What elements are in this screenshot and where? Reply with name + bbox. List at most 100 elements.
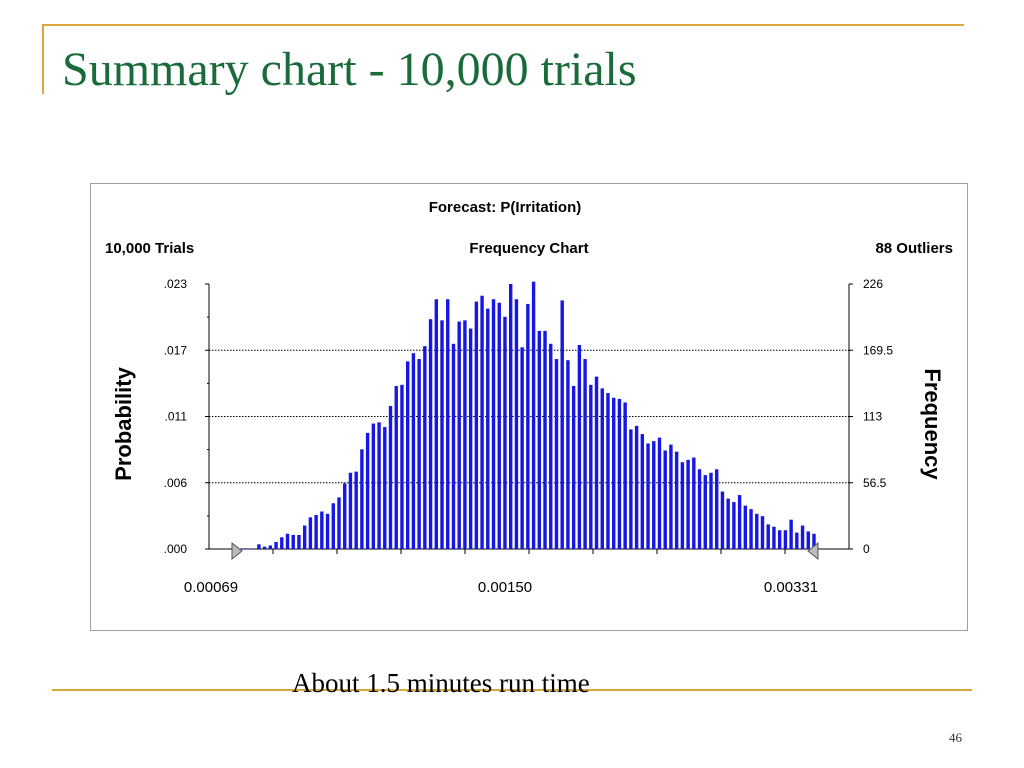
histogram-bar <box>566 360 570 549</box>
histogram-bar <box>583 359 587 549</box>
histogram-bar <box>423 346 427 549</box>
histogram-bar <box>280 537 284 549</box>
histogram-bar <box>795 532 799 549</box>
frequency-chart: Forecast: P(Irritation) 10,000 Trials Fr… <box>105 199 953 596</box>
histogram-bar <box>428 319 433 549</box>
histogram-bar <box>503 316 507 549</box>
slide-caption: About 1.5 minutes run time <box>292 668 590 698</box>
histogram-bar <box>491 299 496 549</box>
histogram-bar <box>337 497 341 549</box>
histogram-bar <box>446 299 450 549</box>
histogram-bar <box>669 444 673 549</box>
page-number: 46 <box>949 730 962 745</box>
chart-left-note: 10,000 Trials <box>105 240 194 257</box>
histogram-bar <box>777 530 782 549</box>
histogram-bar <box>514 299 519 549</box>
slide-title: Summary chart - 10,000 trials <box>62 43 637 96</box>
histogram-bar <box>766 524 770 549</box>
histogram-bar <box>571 386 576 549</box>
histogram-bar <box>560 300 564 549</box>
histogram-bar <box>697 469 702 549</box>
chart-subtitle: Frequency Chart <box>469 240 588 257</box>
histogram-bar <box>325 513 330 549</box>
histogram-bar <box>434 299 438 549</box>
histogram-bar <box>520 347 524 549</box>
histogram-bar <box>743 505 748 549</box>
histogram-bar <box>463 320 467 549</box>
histogram-bar <box>291 534 295 549</box>
y-axis-left-label: Probability <box>111 366 136 480</box>
histogram-bar <box>257 544 261 549</box>
histogram-bar <box>526 303 530 549</box>
y-tick-label-right: 169.5 <box>863 343 893 357</box>
histogram-bar <box>274 541 278 549</box>
histogram-bar <box>468 328 473 549</box>
histogram-bar <box>674 451 679 549</box>
histogram-bar <box>755 513 759 549</box>
histogram-bar <box>680 462 685 549</box>
caption-rule <box>52 689 972 691</box>
histogram-bar <box>663 450 667 549</box>
histogram-bar <box>709 472 713 549</box>
histogram-bar <box>629 429 633 549</box>
histogram-bar <box>577 344 582 549</box>
histogram-bar <box>308 517 313 549</box>
histogram-bar <box>720 491 725 549</box>
y-tick-label-left: .006 <box>164 476 188 490</box>
histogram-bar <box>440 320 444 549</box>
chart-frame: Forecast: P(Irritation) 10,000 Trials Fr… <box>90 183 968 631</box>
histogram-bar <box>268 545 273 549</box>
histogram-bar <box>737 495 742 549</box>
chart-title: Forecast: P(Irritation) <box>429 199 582 216</box>
histogram-bar <box>623 402 627 549</box>
histogram-bar <box>474 301 479 549</box>
histogram-bar <box>600 388 604 549</box>
histogram-bar <box>812 533 816 549</box>
histogram-bar <box>800 525 805 549</box>
histogram-bar <box>772 526 776 549</box>
histogram-bar <box>314 515 318 549</box>
y-tick-label-left: .023 <box>164 277 188 291</box>
histogram-bar <box>360 449 364 549</box>
histogram-bar <box>297 534 301 549</box>
histogram-bar <box>640 434 645 549</box>
histogram-bar <box>251 549 255 550</box>
histogram-bar <box>285 533 290 549</box>
histogram-bar <box>657 437 662 549</box>
histogram-bar <box>508 284 513 549</box>
histogram-bar <box>531 281 536 549</box>
histogram-bar <box>302 525 307 549</box>
histogram-bar <box>789 519 793 549</box>
histogram-bar <box>348 472 353 549</box>
chart-right-note: 88 Outliers <box>875 240 953 257</box>
y-tick-label-left: .000 <box>164 542 188 556</box>
x-tick-label: 0.00069 <box>184 579 238 596</box>
y-tick-label-right: 226 <box>863 277 883 291</box>
histogram-bar <box>726 498 730 549</box>
histogram-bar <box>480 295 484 549</box>
histogram-bar <box>806 531 810 549</box>
histogram-bar <box>617 398 622 549</box>
range-marker-left <box>231 541 243 561</box>
histogram-bar <box>543 330 547 549</box>
histogram-bar <box>371 423 376 549</box>
x-tick-label: 0.00331 <box>764 579 818 596</box>
histogram-bar <box>343 483 347 549</box>
histogram-bar <box>760 516 765 549</box>
histogram-bar <box>692 457 696 549</box>
histogram-bar <box>400 384 404 549</box>
y-tick-label-right: 56.5 <box>863 476 887 490</box>
histogram-bar <box>377 422 381 549</box>
histogram-bar <box>749 509 753 549</box>
title-top-rule <box>42 24 964 26</box>
histogram-bar <box>783 530 788 549</box>
histogram-bar <box>715 469 719 549</box>
histogram-bar <box>652 441 656 549</box>
histogram-bar <box>331 503 335 549</box>
histogram-bar <box>589 384 593 549</box>
histogram-bar <box>383 427 387 549</box>
histogram-bar <box>594 376 599 549</box>
histogram-bar <box>365 432 370 549</box>
histogram-bar <box>262 546 267 549</box>
histogram-bar <box>497 302 501 549</box>
